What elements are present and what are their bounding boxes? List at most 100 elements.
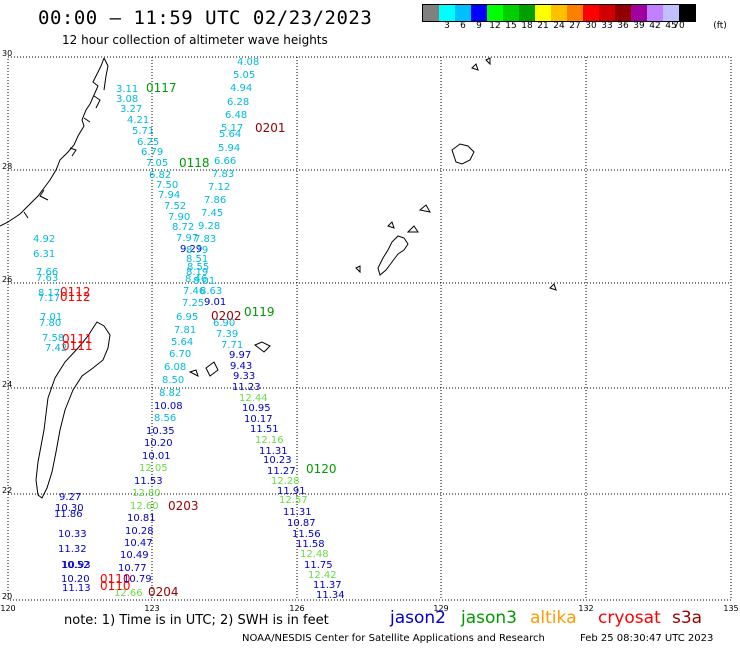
color-scale-tick: 45: [665, 21, 677, 31]
track-time-label: 0120: [306, 462, 337, 476]
wave-height-value: 10.52: [61, 560, 90, 571]
legend-cryosat: cryosat: [598, 608, 661, 628]
wave-height-value: 5.64: [219, 129, 241, 140]
color-scale-bar: [422, 4, 696, 22]
wave-height-value: 3.27: [120, 104, 142, 115]
wave-height-value: 3.08: [116, 94, 138, 105]
track-time-label: 0117: [146, 81, 177, 95]
wave-height-value: 5.94: [218, 143, 240, 154]
color-scale-tick: 39: [633, 21, 645, 31]
lon-label: 132: [578, 604, 593, 613]
color-swatch: [615, 5, 631, 21]
wave-height-value: 7.71: [221, 340, 243, 351]
wave-height-value: 11.75: [304, 560, 333, 571]
china-coastline: [0, 57, 105, 227]
map-subtitle: 12 hour collection of altimeter wave hei…: [62, 33, 328, 47]
wave-height-value: 10.79: [123, 574, 152, 585]
color-swatch: [503, 5, 519, 21]
wave-height-value: 7.52: [164, 201, 186, 212]
wave-height-value: 9.27: [59, 492, 81, 503]
wave-height-value: 6.28: [227, 97, 249, 108]
track-time-label: 0110: [100, 579, 131, 593]
track-time-label: 0111: [62, 332, 93, 346]
wave-height-value: 7.45: [201, 208, 223, 219]
wave-height-value: 12.48: [300, 549, 329, 560]
wave-height-value: 12.60: [130, 501, 159, 512]
legend-note: note: 1) Time is in UTC; 2) SWH is in fe…: [64, 613, 329, 628]
wave-height-value: 8.63: [200, 286, 222, 297]
wave-height-value: 4.92: [33, 234, 55, 245]
wave-height-value: 7.81: [174, 325, 196, 336]
wave-height-value: 7.63: [36, 273, 58, 284]
track-time-label: 0204: [148, 585, 179, 599]
wave-height-value: 8.55: [187, 262, 209, 273]
wave-height-value: 7.42: [45, 343, 67, 354]
wave-height-value: 10.87: [287, 518, 316, 529]
lat-label: 22: [2, 486, 12, 495]
wave-height-value: 4.08: [237, 57, 259, 68]
track-time-label: 0118: [179, 156, 210, 170]
wave-height-value: 5.64: [171, 337, 193, 348]
wave-height-value: 12.66: [114, 588, 143, 599]
color-swatch: [583, 5, 599, 21]
color-scale-tick: 27: [569, 21, 581, 31]
lat-label: 28: [2, 162, 12, 171]
wave-height-value: 8.72: [172, 222, 194, 233]
color-scale-unit: (ft): [713, 21, 727, 31]
color-scale-tick: 6: [460, 21, 466, 31]
wave-height-value: 10.47: [124, 538, 153, 549]
wave-height-value: 10.81: [127, 513, 156, 524]
wave-height-value: 11.86: [54, 509, 83, 520]
wave-height-value: 10.20: [144, 438, 173, 449]
wave-height-value: 6.70: [169, 349, 191, 360]
wave-height-value: 12.05: [139, 463, 168, 474]
wave-height-value: 7.17: [38, 293, 60, 304]
wave-height-value: 7.66: [36, 267, 58, 278]
footer-credit: NOAA/NESDIS Center for Satellite Applica…: [242, 633, 545, 644]
wave-height-value: 11.31: [283, 507, 312, 518]
wave-height-value: 5.71: [132, 126, 154, 137]
wave-height-value: 8.46: [185, 274, 207, 285]
wave-height-value: 10.23: [263, 455, 292, 466]
wave-height-value: 10.01: [142, 451, 171, 462]
legend-jason2: jason2: [390, 608, 446, 628]
wave-height-value: 10.28: [125, 526, 154, 537]
okinawa-coastline: [377, 235, 409, 276]
wave-height-value: 4.21: [127, 115, 149, 126]
wave-height-value: 8.56: [154, 413, 176, 424]
color-scale-tick: 36: [617, 21, 629, 31]
color-swatch: [679, 5, 695, 21]
wave-height-value: 6.08: [164, 362, 186, 373]
track-time-label: 0201: [255, 121, 286, 135]
color-scale-tick: 15: [505, 21, 517, 31]
wave-height-value: 11.53: [134, 476, 163, 487]
wave-height-value: 7.46: [183, 286, 205, 297]
lat-label: 24: [2, 380, 12, 389]
wave-height-value: 10.35: [146, 426, 175, 437]
color-swatch: [551, 5, 567, 21]
track-time-label: 0112: [60, 285, 91, 299]
lon-label: 126: [289, 604, 304, 613]
wave-height-value: 7.86: [204, 195, 226, 206]
color-swatch: [599, 5, 615, 21]
color-scale-tick: 9: [476, 21, 482, 31]
wave-height-value: 7.90: [168, 212, 190, 223]
color-scale-tick: 3: [444, 21, 450, 31]
wave-height-value: 8.50: [162, 375, 184, 386]
wave-height-value: 7.25: [182, 298, 204, 309]
track-time-label: 0112: [60, 290, 91, 304]
wave-height-value: 12.44: [239, 393, 268, 404]
color-scale-tick: 18: [521, 21, 533, 31]
wave-height-value: 6.66: [214, 156, 236, 167]
track-time-label: 0111: [62, 339, 93, 353]
wave-height-value: 7.58: [42, 333, 64, 344]
lat-label: 26: [2, 275, 12, 284]
wave-height-value: 11.58: [296, 539, 325, 550]
footer-timestamp: Feb 25 08:30:47 UTC 2023: [580, 633, 714, 644]
wave-height-value: 11.27: [267, 466, 296, 477]
color-swatch: [487, 5, 503, 21]
wave-height-value: 12.42: [308, 570, 337, 581]
wave-height-value: 6.48: [225, 110, 247, 121]
